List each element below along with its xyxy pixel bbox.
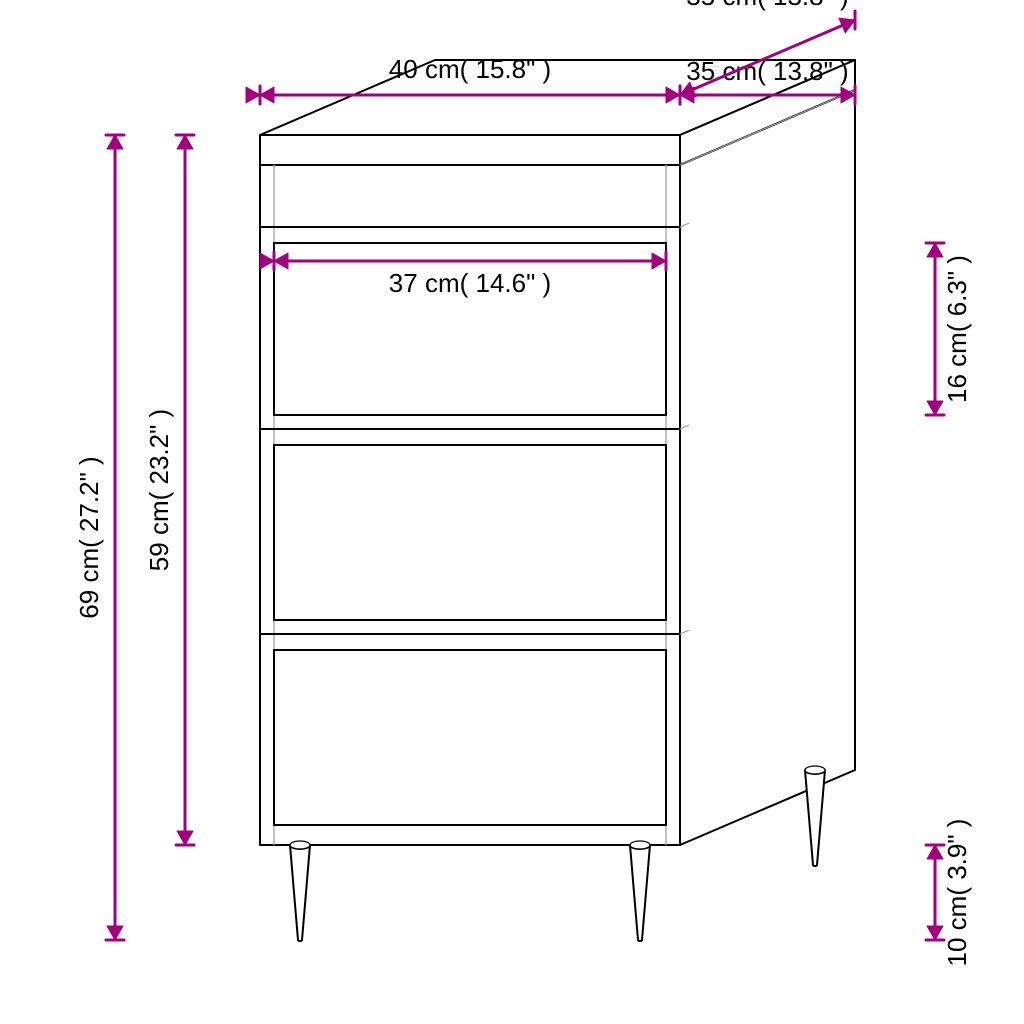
svg-text:10 cm( 3.9" ): 10 cm( 3.9" ) — [942, 819, 972, 967]
cabinet-drawing — [260, 60, 855, 941]
svg-text:69 cm( 27.2" ): 69 cm( 27.2" ) — [74, 456, 104, 618]
svg-text:59 cm( 23.2" ): 59 cm( 23.2" ) — [144, 409, 174, 571]
svg-text:40 cm( 15.8" ): 40 cm( 15.8" ) — [389, 54, 551, 84]
svg-text:35 cm( 13.8" ): 35 cm( 13.8" ) — [686, 0, 848, 11]
svg-text:16 cm( 6.3" ): 16 cm( 6.3" ) — [942, 255, 972, 403]
svg-text:37 cm( 14.6" ): 37 cm( 14.6" ) — [389, 268, 551, 298]
